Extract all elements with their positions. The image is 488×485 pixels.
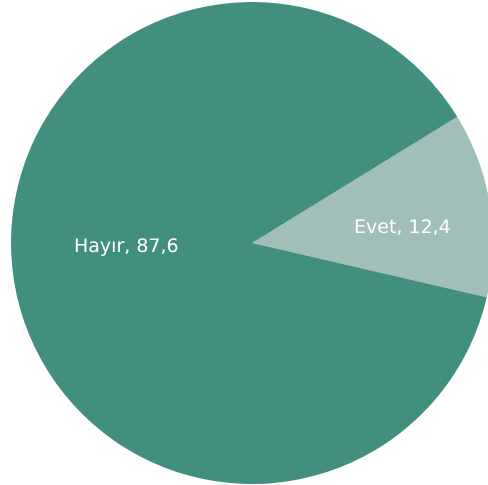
slice-label-evet: Evet, 12,4 [354, 216, 451, 238]
slice-label-hay-r: Hayır, 87,6 [74, 235, 179, 257]
